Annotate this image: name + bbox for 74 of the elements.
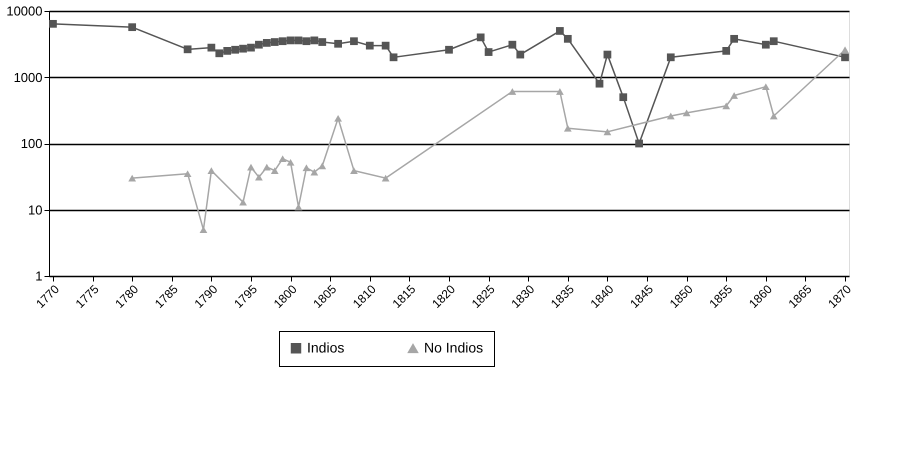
point: [128, 23, 136, 32]
legend-label: Indios: [307, 339, 344, 356]
point: [390, 53, 398, 62]
point: [208, 44, 216, 52]
y-tick-label: 10000: [6, 4, 42, 18]
point: [255, 40, 263, 49]
point: [255, 174, 263, 181]
legend-label: No Indios: [424, 340, 484, 356]
point: [184, 45, 192, 54]
point: [294, 36, 302, 44]
point: [334, 114, 342, 122]
point: [762, 40, 770, 49]
point: [334, 40, 342, 48]
point: [350, 167, 358, 174]
point: [270, 38, 279, 46]
point: [262, 164, 271, 170]
point: [682, 110, 690, 116]
point: [619, 93, 628, 102]
point: [382, 42, 390, 50]
point: [508, 40, 516, 49]
point: [762, 83, 770, 90]
point: [366, 42, 374, 50]
point: [350, 37, 358, 46]
point: [635, 140, 643, 148]
point: [841, 53, 849, 62]
point: [302, 164, 310, 172]
point: [556, 27, 564, 35]
point: [722, 102, 730, 110]
point: [730, 34, 738, 43]
point: [516, 50, 524, 58]
point: [770, 112, 778, 120]
point: [286, 158, 294, 166]
point: [208, 167, 216, 174]
point: [596, 80, 604, 88]
point: [239, 44, 247, 53]
point: [310, 168, 318, 176]
point: [508, 88, 516, 95]
point: [318, 38, 326, 46]
point: [445, 46, 453, 54]
y-tick-label: 1: [35, 268, 42, 284]
point: [382, 174, 390, 182]
point: [318, 162, 326, 170]
point: [278, 155, 287, 162]
point: [278, 37, 287, 46]
point: [564, 124, 572, 132]
point: [556, 88, 564, 95]
y-tick-label: 100: [20, 136, 42, 151]
point: [231, 46, 240, 54]
point: [247, 44, 255, 52]
point: [476, 33, 485, 42]
point: [128, 174, 136, 182]
y-tick-label: 10: [28, 202, 42, 218]
point: [604, 50, 612, 58]
point: [666, 53, 675, 62]
point: [215, 49, 224, 58]
point: [770, 37, 778, 46]
point: [722, 47, 730, 55]
point: [564, 34, 572, 43]
point: [841, 46, 849, 54]
point: [604, 128, 612, 136]
point: [484, 48, 492, 56]
point: [310, 36, 318, 44]
point: [286, 36, 294, 44]
point: [239, 198, 247, 206]
point: [184, 170, 192, 178]
point: [223, 47, 232, 55]
point: [666, 112, 675, 120]
point: [730, 92, 738, 99]
y-tick-label: 1000: [14, 70, 42, 85]
point: [302, 37, 310, 46]
point: [270, 167, 279, 174]
point: [262, 39, 271, 47]
point: [247, 164, 255, 170]
point: [49, 20, 57, 28]
